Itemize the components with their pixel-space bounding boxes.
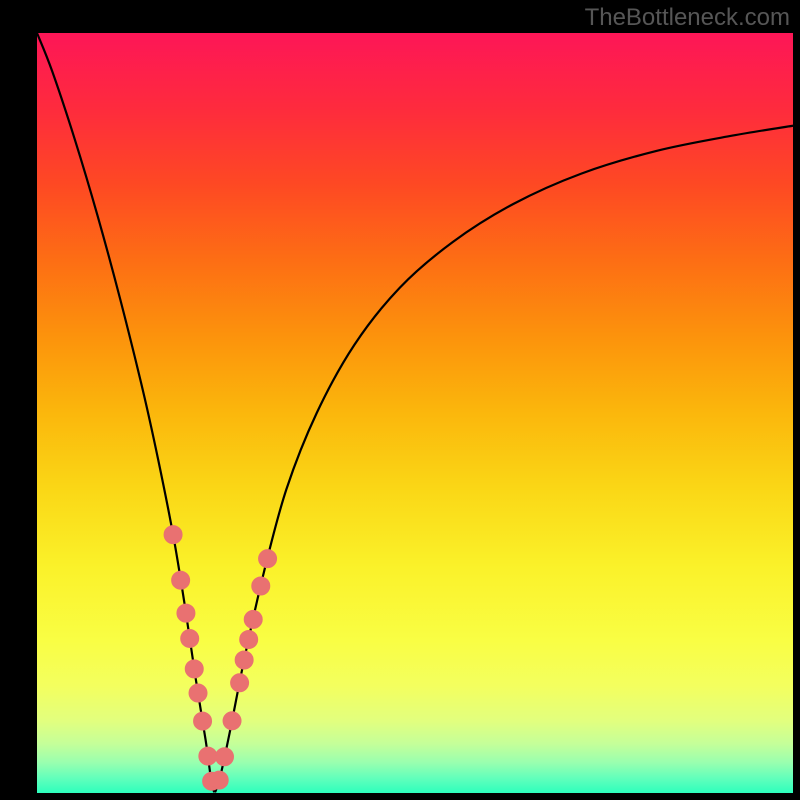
data-marker — [240, 630, 258, 648]
data-marker — [215, 748, 233, 766]
data-marker — [252, 577, 270, 595]
chart-frame: TheBottleneck.com — [0, 0, 800, 800]
data-marker — [164, 526, 182, 544]
data-marker — [235, 651, 253, 669]
plot-area — [37, 33, 793, 793]
data-marker — [244, 610, 262, 628]
data-marker — [177, 604, 195, 622]
gradient-background — [37, 33, 793, 793]
chart-svg — [37, 33, 793, 793]
data-marker — [194, 712, 212, 730]
data-marker — [189, 684, 207, 702]
data-marker — [231, 674, 249, 692]
data-marker — [181, 629, 199, 647]
data-marker — [199, 747, 217, 765]
watermark-text: TheBottleneck.com — [585, 4, 790, 32]
data-marker — [259, 550, 277, 568]
data-marker — [172, 571, 190, 589]
data-marker — [223, 712, 241, 730]
data-marker — [210, 771, 228, 789]
data-marker — [185, 660, 203, 678]
